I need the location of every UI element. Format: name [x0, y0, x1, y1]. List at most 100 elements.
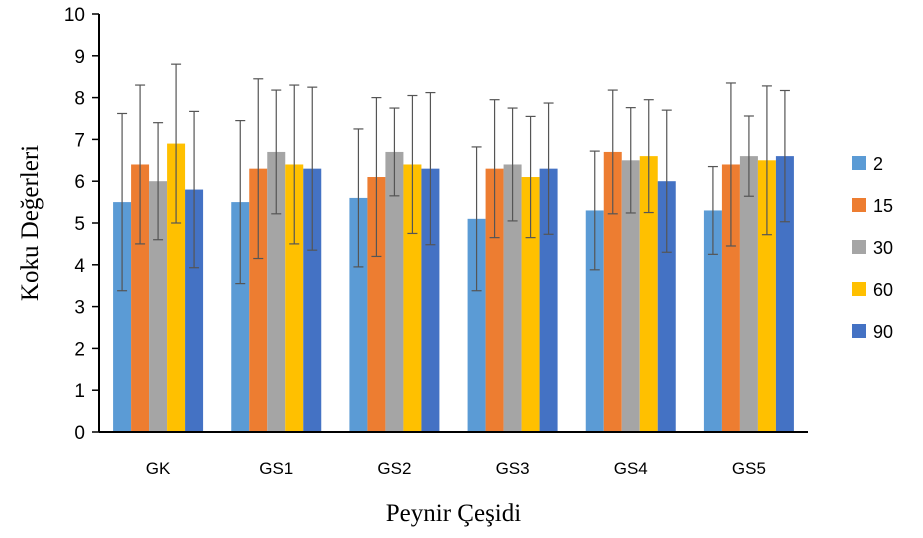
error-bar	[235, 119, 246, 285]
bar-gs1-series-60	[285, 164, 304, 433]
legend-label: 15	[873, 196, 893, 216]
error-bar	[725, 82, 736, 247]
error-bar	[661, 109, 672, 253]
x-category-label: GS3	[496, 459, 530, 478]
y-tick-label: 7	[74, 130, 85, 151]
y-tick-label: 6	[74, 172, 85, 193]
error-bars-group	[117, 63, 790, 292]
legend-swatch	[852, 324, 866, 338]
error-bar	[271, 89, 282, 215]
error-bar	[589, 150, 600, 271]
legend-swatch	[852, 156, 866, 170]
bar-gs3-series-15	[485, 168, 504, 432]
bar-gs1-series-90	[303, 168, 322, 432]
y-tick-label: 0	[74, 423, 85, 444]
y-tick-label: 4	[74, 256, 85, 277]
error-bar	[761, 85, 772, 236]
error-bar	[625, 107, 636, 214]
error-bar	[253, 78, 264, 260]
bar-gs4-series-90	[657, 181, 676, 432]
error-bar	[153, 122, 164, 241]
x-axis-category-labels: GK GS1 GS2 GS3 GS4 GS5	[146, 459, 766, 478]
x-category-label: GS2	[377, 459, 411, 478]
error-bar	[353, 128, 364, 268]
legend-swatch	[852, 198, 866, 212]
y-tick-label: 10	[64, 5, 85, 26]
error-bar	[707, 165, 718, 255]
legend-label: 60	[873, 280, 893, 300]
error-bar	[117, 112, 128, 292]
bar-gs2-series-90	[421, 168, 440, 432]
error-bar	[471, 146, 482, 292]
error-bar	[135, 84, 146, 245]
legend-item-90: 90	[852, 322, 893, 342]
error-bar	[389, 107, 400, 197]
bar-gs1-series-15	[249, 168, 268, 432]
error-bar	[489, 99, 500, 239]
bar-gs2-series-30	[385, 151, 404, 432]
bar-gs1-series-2	[231, 202, 250, 432]
bar-gs5-series-30	[739, 156, 758, 432]
bar-gs4-series-30	[621, 160, 640, 433]
bar-gk-series-60	[167, 143, 186, 432]
bar-gs5-series-60	[757, 160, 776, 433]
legend-label: 2	[873, 154, 883, 174]
legend-label: 30	[873, 238, 893, 258]
bar-gs4-series-2	[585, 210, 604, 432]
bar-gs2-series-2	[349, 197, 368, 432]
bar-gs5-series-2	[703, 210, 722, 432]
error-bar	[171, 63, 182, 224]
legend-item-30: 30	[852, 238, 893, 258]
x-category-label: GS5	[732, 459, 766, 478]
y-tick-label: 3	[74, 298, 85, 319]
y-tick-label: 2	[74, 339, 85, 360]
error-bar	[607, 89, 618, 215]
y-axis-ticks: 0 1 2 3 4 5 6 7 8 9 10	[64, 5, 99, 444]
bar-gs2-series-60	[403, 164, 422, 433]
error-bar	[543, 102, 554, 235]
error-bar	[743, 115, 754, 197]
bar-gs5-series-15	[721, 164, 740, 433]
bar-gs3-series-2	[467, 218, 486, 432]
error-bar	[371, 96, 382, 258]
bar-gk-series-2	[113, 202, 132, 432]
legend: 2 15 30 60 90	[852, 154, 893, 342]
bar-gs5-series-90	[775, 156, 794, 432]
legend-item-2: 2	[852, 154, 883, 174]
bar-gs2-series-15	[367, 177, 386, 432]
error-bar	[507, 107, 518, 222]
error-bar	[289, 84, 300, 245]
y-tick-label: 5	[74, 214, 85, 235]
y-tick-label: 8	[74, 89, 85, 110]
error-bar	[779, 89, 790, 223]
error-bar	[189, 110, 200, 269]
bar-gk-series-15	[131, 164, 150, 433]
bar-gk-series-90	[185, 189, 204, 432]
bars-group	[113, 143, 794, 433]
bar-gs4-series-15	[603, 151, 622, 432]
legend-swatch	[852, 282, 866, 296]
y-axis-title: Koku Değerleri	[17, 145, 44, 301]
x-category-label: GS1	[259, 459, 293, 478]
legend-label: 90	[873, 322, 893, 342]
bar-gs3-series-60	[521, 177, 540, 432]
bar-gk-series-30	[149, 181, 168, 432]
error-bar	[307, 86, 318, 251]
y-tick-label: 1	[74, 381, 85, 402]
x-axis-title: Peynir Çeşidi	[386, 500, 521, 527]
error-bar	[425, 91, 436, 246]
error-bar	[525, 115, 536, 239]
x-category-label: GS4	[614, 459, 648, 478]
bar-gs4-series-60	[639, 156, 658, 432]
bar-gs1-series-30	[267, 151, 286, 432]
error-bar	[643, 99, 654, 214]
legend-item-15: 15	[852, 196, 893, 216]
bar-gs3-series-30	[503, 164, 522, 433]
legend-item-60: 60	[852, 280, 893, 300]
y-tick-label: 9	[74, 47, 85, 68]
error-bar	[407, 94, 418, 235]
legend-swatch	[852, 240, 866, 254]
x-category-label: GK	[146, 459, 171, 478]
